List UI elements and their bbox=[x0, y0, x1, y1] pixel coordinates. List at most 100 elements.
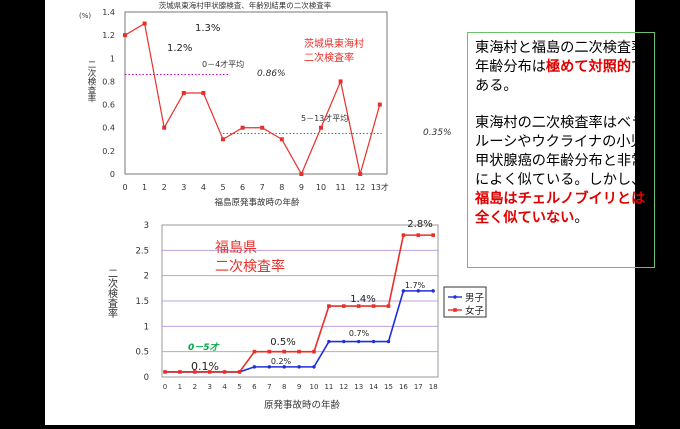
series-line bbox=[124, 22, 381, 176]
data-label: 2.8% bbox=[407, 219, 432, 230]
x-tick-label: 7 bbox=[267, 383, 271, 391]
y-tick-label: 1 bbox=[110, 54, 115, 63]
data-point bbox=[163, 370, 167, 374]
comment-box: 東海村と福島の二次検査率年齢分布は極めて対照的である。 東海村の二次検査率はベラ… bbox=[467, 32, 655, 268]
legend-marker bbox=[453, 295, 457, 299]
charts-canvas: 茨城県東海村甲状腺検査、年齢別結果の二次検査率 (%) 0 0.2 0.4 0.6 0.8 1… bbox=[79, 0, 487, 411]
data-point bbox=[401, 233, 406, 237]
legend-label: 女子 bbox=[465, 305, 485, 317]
data-point bbox=[377, 102, 382, 107]
data-point bbox=[319, 125, 323, 130]
comment-text: 東海村と福島の二次検査率年齢分布は bbox=[475, 40, 646, 75]
y-tick-label: 0.4 bbox=[102, 124, 115, 133]
data-point bbox=[327, 304, 331, 308]
data-point bbox=[252, 349, 257, 354]
x-tick-label: 1 bbox=[142, 183, 147, 192]
x-tick-label: 16 bbox=[399, 383, 408, 391]
y-unit: (%) bbox=[79, 12, 91, 20]
tokai-chart: 茨城県東海村甲状腺検査、年齢別結果の二次検査率 (%) 0 0.2 0.4 0.6 0.8 1… bbox=[79, 0, 452, 208]
y-tick-label: 0 bbox=[110, 170, 115, 179]
chart-label: 福島県 bbox=[215, 240, 257, 256]
data-label: 0.5% bbox=[270, 337, 295, 348]
data-point bbox=[267, 349, 272, 354]
data-point bbox=[358, 172, 363, 176]
data-point bbox=[431, 289, 435, 293]
data-point bbox=[342, 304, 346, 308]
x-tick-label: 6 bbox=[240, 183, 245, 192]
average-value-label: 0.86% bbox=[257, 69, 286, 79]
data-label: 1.4% bbox=[350, 294, 375, 305]
x-tick-label: 14 bbox=[369, 383, 378, 391]
legend-label: 男子 bbox=[465, 293, 485, 304]
data-point bbox=[237, 370, 242, 374]
data-point bbox=[297, 349, 301, 354]
x-tick-label: 9 bbox=[297, 383, 301, 391]
x-tick-label: 3 bbox=[207, 383, 211, 391]
data-point bbox=[240, 125, 245, 130]
y-tick-label: 2 bbox=[144, 272, 149, 282]
x-tick-label: 8 bbox=[279, 183, 284, 192]
data-label: 1.2% bbox=[167, 43, 192, 54]
y-tick-label: 1.5 bbox=[135, 297, 149, 307]
comment-emphasis: 極めて対照的 bbox=[545, 59, 632, 75]
data-point bbox=[142, 21, 147, 26]
comment-paragraph-1: 東海村と福島の二次検査率年齢分布は極めて対照的である。 bbox=[475, 39, 648, 96]
data-point bbox=[260, 125, 265, 130]
x-tick-label: 9 bbox=[299, 183, 304, 192]
age-range-label: 0－5才 bbox=[188, 342, 221, 353]
comment-text: 。 bbox=[574, 210, 589, 226]
data-point bbox=[267, 365, 271, 369]
x-axis-label: 原発事故時の年齢 bbox=[264, 399, 341, 411]
data-point bbox=[416, 289, 420, 293]
data-point bbox=[401, 289, 406, 293]
data-label: 0.7% bbox=[349, 329, 370, 338]
data-point bbox=[386, 304, 391, 308]
data-point bbox=[201, 91, 206, 95]
comment-text: である。 bbox=[475, 59, 646, 94]
x-tick-label: 11 bbox=[336, 183, 346, 192]
fukushima-chart: 00.511.522.530 1 2 3 4 5 6 7 8 9 10 11 12 13 14 15 16 17 1… bbox=[106, 219, 487, 411]
data-point bbox=[431, 233, 435, 237]
x-tick-label: 2 bbox=[162, 183, 167, 192]
data-point bbox=[342, 339, 346, 344]
x-tick-label: 12 bbox=[355, 183, 365, 192]
legend-box bbox=[443, 286, 487, 318]
comment-emphasis: 福島はチェルノブイリとは全く似ていない bbox=[475, 191, 646, 226]
x-tick-label: 2 bbox=[193, 383, 197, 391]
chart-label: 二次検査率 bbox=[215, 258, 285, 275]
plot-frame bbox=[124, 11, 388, 175]
x-tick-label: 12 bbox=[339, 383, 348, 391]
x-tick-label: 5 bbox=[220, 183, 225, 192]
comment-paragraph-2: 東海村の二次検査率はベラルーシやウクライナの小児甲状腺癌の年齢分布と非常によく似… bbox=[475, 114, 648, 228]
y-tick-label: 3 bbox=[144, 221, 149, 231]
y-tick-label: 1 bbox=[144, 322, 149, 332]
x-tick-label: 18 bbox=[429, 383, 438, 391]
x-tick-label: 7 bbox=[260, 183, 265, 192]
x-tick-label: 8 bbox=[282, 383, 286, 391]
x-tick-label: 5 bbox=[237, 383, 241, 391]
y-tick-label: 1.4 bbox=[102, 8, 115, 17]
x-tick-label: 15 bbox=[384, 383, 393, 391]
x-tick-label: 17 bbox=[414, 383, 423, 391]
x-tick-label: 0 bbox=[163, 383, 167, 391]
data-point bbox=[371, 339, 376, 344]
data-point bbox=[356, 304, 361, 308]
y-tick-label: 0.2 bbox=[102, 147, 115, 156]
x-tick-label: 0 bbox=[122, 183, 127, 192]
y-tick-label: 1.2 bbox=[102, 31, 115, 40]
x-axis-label: 福島原発事故時の年齢 bbox=[214, 197, 300, 208]
y-tick-label: 0.8 bbox=[102, 77, 115, 86]
x-tick-label: 4 bbox=[222, 383, 227, 391]
x-tick-label: 1 bbox=[178, 383, 182, 391]
y-tick-label: 2.5 bbox=[135, 246, 149, 256]
data-point bbox=[371, 304, 376, 308]
x-tick-label: 4 bbox=[201, 183, 206, 192]
data-point bbox=[416, 233, 421, 237]
data-point bbox=[178, 370, 182, 374]
data-point bbox=[282, 349, 286, 354]
data-point bbox=[193, 370, 197, 374]
average-value-label: 0.35% bbox=[423, 128, 452, 138]
data-point bbox=[221, 137, 225, 142]
data-label: 0.1% bbox=[191, 360, 219, 373]
comment-text: 東海村の二次検査率はベラルーシやウクライナの小児甲状腺癌の年齢分布と非常によく似… bbox=[475, 115, 646, 188]
